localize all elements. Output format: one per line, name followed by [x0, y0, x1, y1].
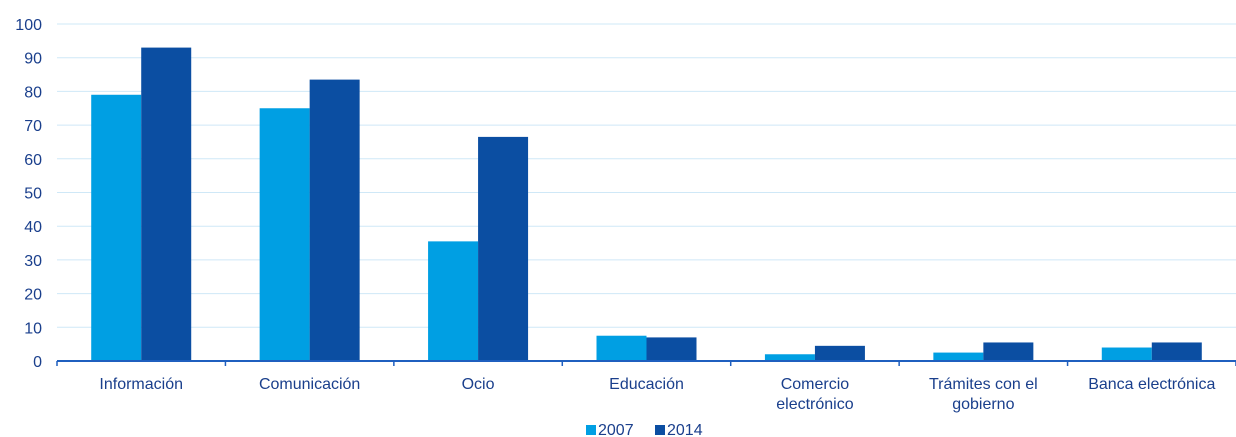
legend-swatch-2007	[586, 425, 596, 435]
bar-2007	[933, 352, 984, 361]
bar-2014	[141, 47, 192, 362]
bar-2007	[259, 108, 310, 361]
x-axis	[56, 360, 1236, 366]
bar-2014	[983, 342, 1034, 361]
bar-2014	[1151, 342, 1202, 361]
y-tick-label: 90	[24, 51, 42, 68]
x-category-label: Ocio	[462, 376, 495, 393]
x-category-label-line: Ocio	[462, 376, 495, 393]
y-tick-label: 40	[24, 219, 42, 236]
bar-2007	[91, 94, 142, 362]
bar-2007	[596, 335, 647, 361]
bar-2007	[428, 241, 479, 361]
legend-label-2014: 2014	[667, 422, 703, 437]
x-axis-category-labels: Información Comunicación Ocio Educación Come…	[99, 376, 1215, 413]
x-category-label-line: gobierno	[952, 396, 1014, 413]
y-tick-label: 100	[15, 17, 42, 34]
x-category-label-line: electrónico	[776, 396, 853, 413]
y-tick-label: 10	[24, 320, 42, 337]
bar-2014	[814, 345, 865, 361]
bar-2014	[646, 337, 697, 361]
x-category-label-line: Información	[99, 376, 183, 393]
legend-swatch-2014	[655, 425, 665, 435]
x-category-label-line: Educación	[609, 376, 684, 393]
x-category-label: Comunicación	[259, 376, 360, 393]
y-tick-label: 30	[24, 253, 42, 270]
x-category-label: Banca electrónica	[1088, 376, 1215, 393]
x-category-label-line: Comercio	[781, 376, 850, 393]
x-category-label: Comercio electrónico	[776, 376, 853, 413]
bar-2014	[309, 79, 360, 361]
y-tick-label: 0	[33, 354, 42, 371]
x-category-label: Trámites con el gobierno	[929, 376, 1038, 413]
x-category-label-line: Comunicación	[259, 376, 360, 393]
bar-2007	[764, 354, 815, 361]
legend: 2007 2014	[586, 422, 703, 437]
grid-lines	[57, 23, 1236, 328]
bar-2014	[478, 136, 529, 361]
x-category-label-line: Banca electrónica	[1088, 376, 1215, 393]
y-tick-label: 80	[24, 84, 42, 101]
y-tick-label: 60	[24, 152, 42, 169]
y-tick-label: 20	[24, 287, 42, 304]
y-tick-label: 70	[24, 118, 42, 135]
y-axis-tick-labels: 0 10 20 30 40 50 60 70 80 90 100	[15, 17, 42, 371]
bars	[91, 47, 1202, 362]
y-tick-label: 50	[24, 186, 42, 203]
bar-2007	[1101, 347, 1152, 361]
x-category-label: Educación	[609, 376, 684, 393]
legend-label-2007: 2007	[598, 422, 634, 437]
x-category-label-line: Trámites con el	[929, 376, 1038, 393]
x-category-label: Información	[99, 376, 183, 393]
